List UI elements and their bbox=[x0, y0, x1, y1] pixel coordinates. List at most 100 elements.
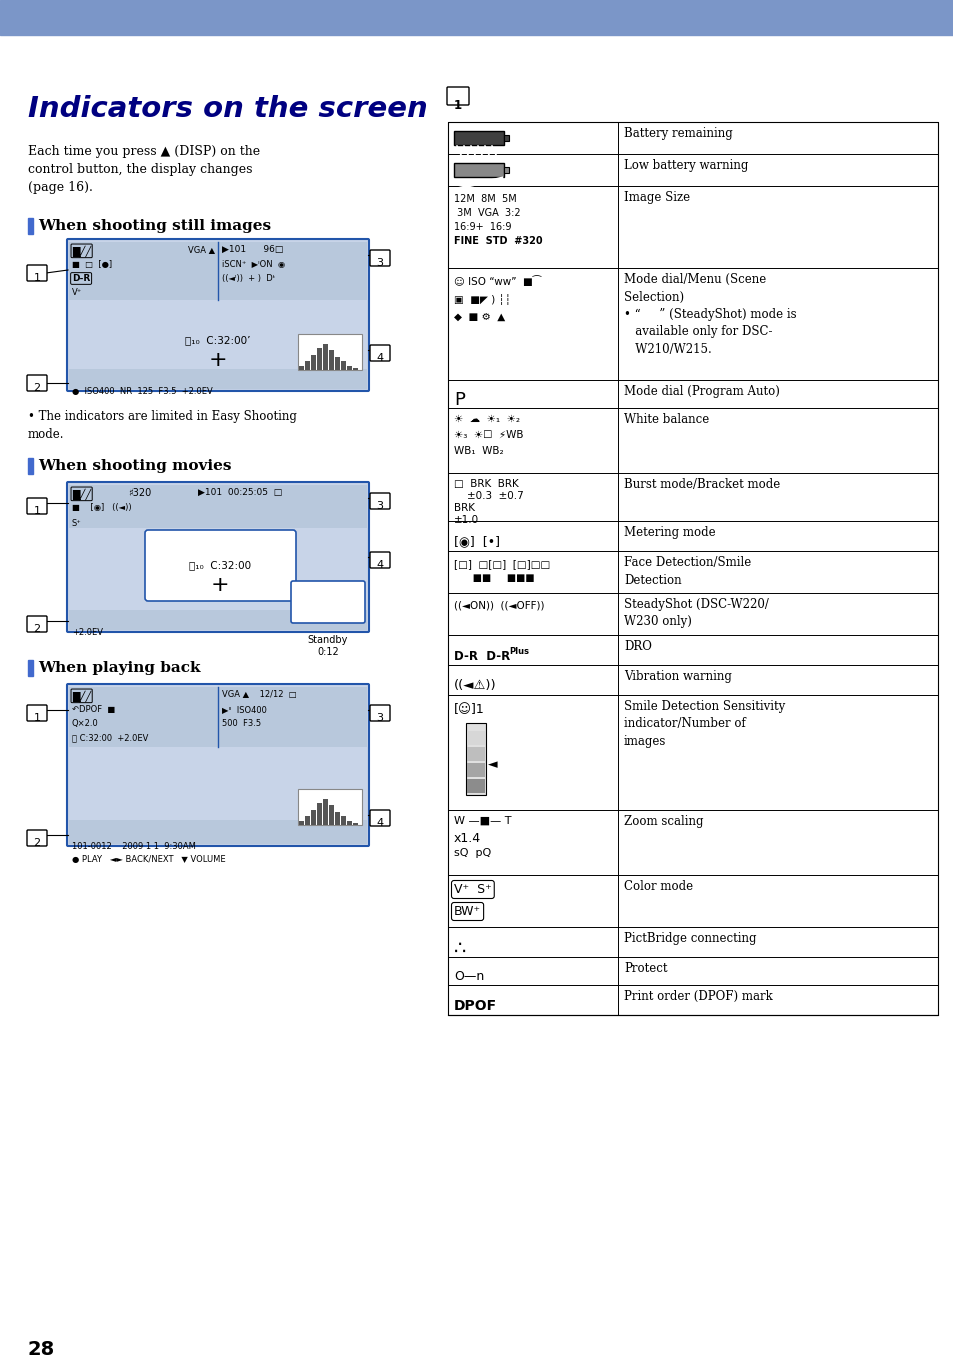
Bar bbox=[28, 660, 33, 676]
Bar bbox=[311, 810, 315, 825]
Text: ↶DPOF  ■: ↶DPOF ■ bbox=[71, 706, 115, 714]
Text: 3M  VGA  3:2: 3M VGA 3:2 bbox=[454, 208, 520, 218]
Bar bbox=[69, 611, 367, 630]
Bar bbox=[335, 811, 339, 825]
Bar bbox=[316, 803, 322, 825]
Text: DPOF: DPOF bbox=[454, 999, 497, 1012]
Text: ⌛ C:32:00  +2.0EV: ⌛ C:32:00 +2.0EV bbox=[71, 733, 149, 742]
Text: Vibration warning: Vibration warning bbox=[623, 670, 731, 683]
Bar bbox=[503, 134, 509, 141]
Text: 16:9+  16:9: 16:9+ 16:9 bbox=[454, 223, 511, 232]
Text: Low battery warning: Low battery warning bbox=[623, 159, 747, 172]
Text: ■  □  [●]: ■ □ [●] bbox=[71, 261, 112, 269]
Text: █╱╱: █╱╱ bbox=[71, 489, 91, 499]
Text: • The indicators are limited in Easy Shooting
mode.: • The indicators are limited in Easy Sho… bbox=[28, 410, 296, 441]
Bar bbox=[340, 361, 346, 370]
Bar bbox=[28, 218, 33, 233]
Text: Zoom scaling: Zoom scaling bbox=[623, 816, 702, 828]
Text: 2: 2 bbox=[33, 383, 41, 394]
Text: V⁺  S⁺: V⁺ S⁺ bbox=[454, 883, 491, 896]
FancyBboxPatch shape bbox=[67, 482, 369, 632]
Text: ◆  ■ ⚙  ▲: ◆ ■ ⚙ ▲ bbox=[454, 312, 505, 322]
Text: [◉]  [•]: [◉] [•] bbox=[454, 536, 499, 548]
Text: 2: 2 bbox=[33, 624, 41, 634]
Bar bbox=[465, 723, 485, 795]
Text: S⁺: S⁺ bbox=[71, 518, 82, 528]
Text: █╱╱: █╱╱ bbox=[71, 246, 91, 256]
Bar bbox=[467, 746, 484, 761]
Text: ▶101      96□: ▶101 96□ bbox=[222, 246, 283, 254]
Text: D-R: D-R bbox=[71, 274, 91, 284]
Bar bbox=[448, 122, 937, 1015]
FancyBboxPatch shape bbox=[370, 706, 390, 721]
Text: 12M  8M  5M: 12M 8M 5M bbox=[454, 194, 517, 204]
Bar bbox=[297, 788, 361, 825]
Text: ▶ᴵᴵ  ISO400: ▶ᴵᴵ ISO400 bbox=[222, 706, 267, 714]
FancyBboxPatch shape bbox=[27, 830, 47, 845]
Text: [□]  □[□]  [□]□□: [□] □[□] [□]□□ bbox=[454, 559, 550, 569]
Bar bbox=[340, 816, 346, 825]
Text: O—n: O—n bbox=[454, 970, 484, 984]
Bar bbox=[28, 459, 33, 474]
Text: Face Detection/Smile
Detection: Face Detection/Smile Detection bbox=[623, 556, 750, 586]
Bar bbox=[298, 365, 304, 370]
Text: FINE  STD  #320: FINE STD #320 bbox=[454, 236, 542, 246]
Text: 3: 3 bbox=[376, 712, 383, 723]
Text: VGA ▲    12/12  □: VGA ▲ 12/12 □ bbox=[222, 689, 296, 699]
Text: ■    [◉]   ((◄)): ■ [◉] ((◄)) bbox=[71, 503, 132, 512]
Bar bbox=[316, 347, 322, 370]
Text: ♯320: ♯320 bbox=[128, 489, 152, 498]
Text: ◄: ◄ bbox=[488, 759, 497, 772]
Text: Indicators on the screen: Indicators on the screen bbox=[28, 95, 427, 123]
Text: ●  ISO400  NR  125  F3.5  +2.0EV: ● ISO400 NR 125 F3.5 +2.0EV bbox=[71, 387, 213, 396]
Bar bbox=[69, 369, 367, 389]
Text: Each time you press ▲ (DISP) on the
control button, the display changes
(page 16: Each time you press ▲ (DISP) on the cont… bbox=[28, 145, 260, 194]
Text: ((◄⚠)): ((◄⚠)) bbox=[454, 680, 497, 692]
FancyBboxPatch shape bbox=[67, 239, 369, 391]
Text: Standby
0:12: Standby 0:12 bbox=[308, 635, 348, 657]
Text: PictBridge connecting: PictBridge connecting bbox=[623, 932, 756, 944]
Text: Mode dial (Program Auto): Mode dial (Program Auto) bbox=[623, 385, 779, 398]
Text: When shooting movies: When shooting movies bbox=[38, 459, 232, 474]
Text: Print order (DPOF) mark: Print order (DPOF) mark bbox=[623, 991, 772, 1003]
Text: □  BRK  BRK: □ BRK BRK bbox=[454, 479, 518, 489]
Text: White balance: White balance bbox=[623, 413, 708, 426]
FancyBboxPatch shape bbox=[370, 810, 390, 826]
FancyBboxPatch shape bbox=[27, 375, 47, 391]
Bar bbox=[329, 350, 334, 370]
Text: BRK
±1.0: BRK ±1.0 bbox=[454, 503, 478, 525]
FancyBboxPatch shape bbox=[145, 531, 295, 601]
Text: 4: 4 bbox=[376, 560, 383, 570]
Bar bbox=[298, 821, 304, 825]
Text: ⌛₁₀  C:32:00: ⌛₁₀ C:32:00 bbox=[189, 560, 251, 570]
Text: 4: 4 bbox=[376, 353, 383, 364]
Bar bbox=[297, 334, 361, 370]
Bar bbox=[305, 816, 310, 825]
Text: When shooting still images: When shooting still images bbox=[38, 218, 271, 233]
Bar bbox=[0, 0, 953, 35]
Text: DRO: DRO bbox=[623, 641, 651, 653]
Text: ☀₃  ☀☐  ⚡WB: ☀₃ ☀☐ ⚡WB bbox=[454, 430, 523, 440]
Bar bbox=[69, 820, 367, 844]
FancyBboxPatch shape bbox=[370, 345, 390, 361]
Text: BW⁺: BW⁺ bbox=[454, 905, 480, 917]
Text: 3: 3 bbox=[376, 258, 383, 267]
Text: D-R  D-R: D-R D-R bbox=[454, 650, 510, 662]
Text: ∴: ∴ bbox=[454, 939, 466, 958]
Text: Burst mode/Bracket mode: Burst mode/Bracket mode bbox=[623, 478, 780, 491]
Text: Smile Detection Sensitivity
indicator/Number of
images: Smile Detection Sensitivity indicator/Nu… bbox=[623, 700, 784, 748]
Text: ((◄ᴵ))  + )  Dᵗ: ((◄ᴵ)) + ) Dᵗ bbox=[222, 274, 275, 284]
Bar bbox=[329, 805, 334, 825]
Bar bbox=[467, 731, 484, 745]
Text: Protect: Protect bbox=[623, 962, 667, 974]
Text: W —■— T: W —■— T bbox=[454, 816, 511, 826]
Text: SteadyShot (DSC-W220/
W230 only): SteadyShot (DSC-W220/ W230 only) bbox=[623, 598, 768, 628]
Bar bbox=[69, 242, 367, 300]
FancyBboxPatch shape bbox=[27, 706, 47, 721]
Text: P: P bbox=[454, 391, 464, 408]
Text: 4: 4 bbox=[376, 818, 383, 828]
Text: Q×2.0: Q×2.0 bbox=[71, 719, 99, 727]
Text: Color mode: Color mode bbox=[623, 879, 693, 893]
Bar bbox=[323, 799, 328, 825]
FancyBboxPatch shape bbox=[447, 87, 469, 104]
